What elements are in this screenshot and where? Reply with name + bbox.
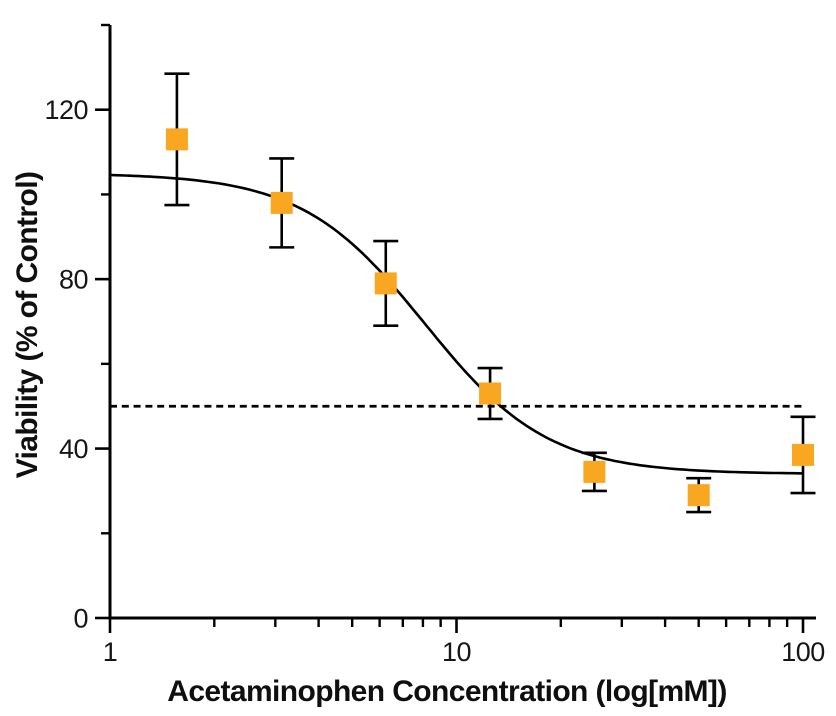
data-point-marker: [374, 272, 397, 295]
data-point-marker: [270, 191, 293, 214]
y-tick-label: 80: [59, 265, 88, 295]
data-point-marker: [165, 128, 188, 151]
data-point-marker: [583, 460, 606, 483]
x-axis-title: Acetaminophen Concentration (log[mM]): [167, 675, 726, 708]
x-tick-label: 10: [442, 637, 471, 667]
y-tick-label: 0: [73, 604, 88, 634]
y-tick-label: 40: [59, 434, 88, 464]
y-axis-title: Viability (% of Control): [11, 172, 44, 479]
fit-curve: [109, 173, 804, 475]
y-tick-label: 120: [44, 95, 88, 125]
data-point-marker: [687, 484, 710, 507]
x-tick-label: 1: [103, 637, 118, 667]
data-point-marker: [792, 443, 814, 466]
x-tick-label: 100: [781, 637, 825, 667]
data-point-marker: [479, 382, 502, 405]
